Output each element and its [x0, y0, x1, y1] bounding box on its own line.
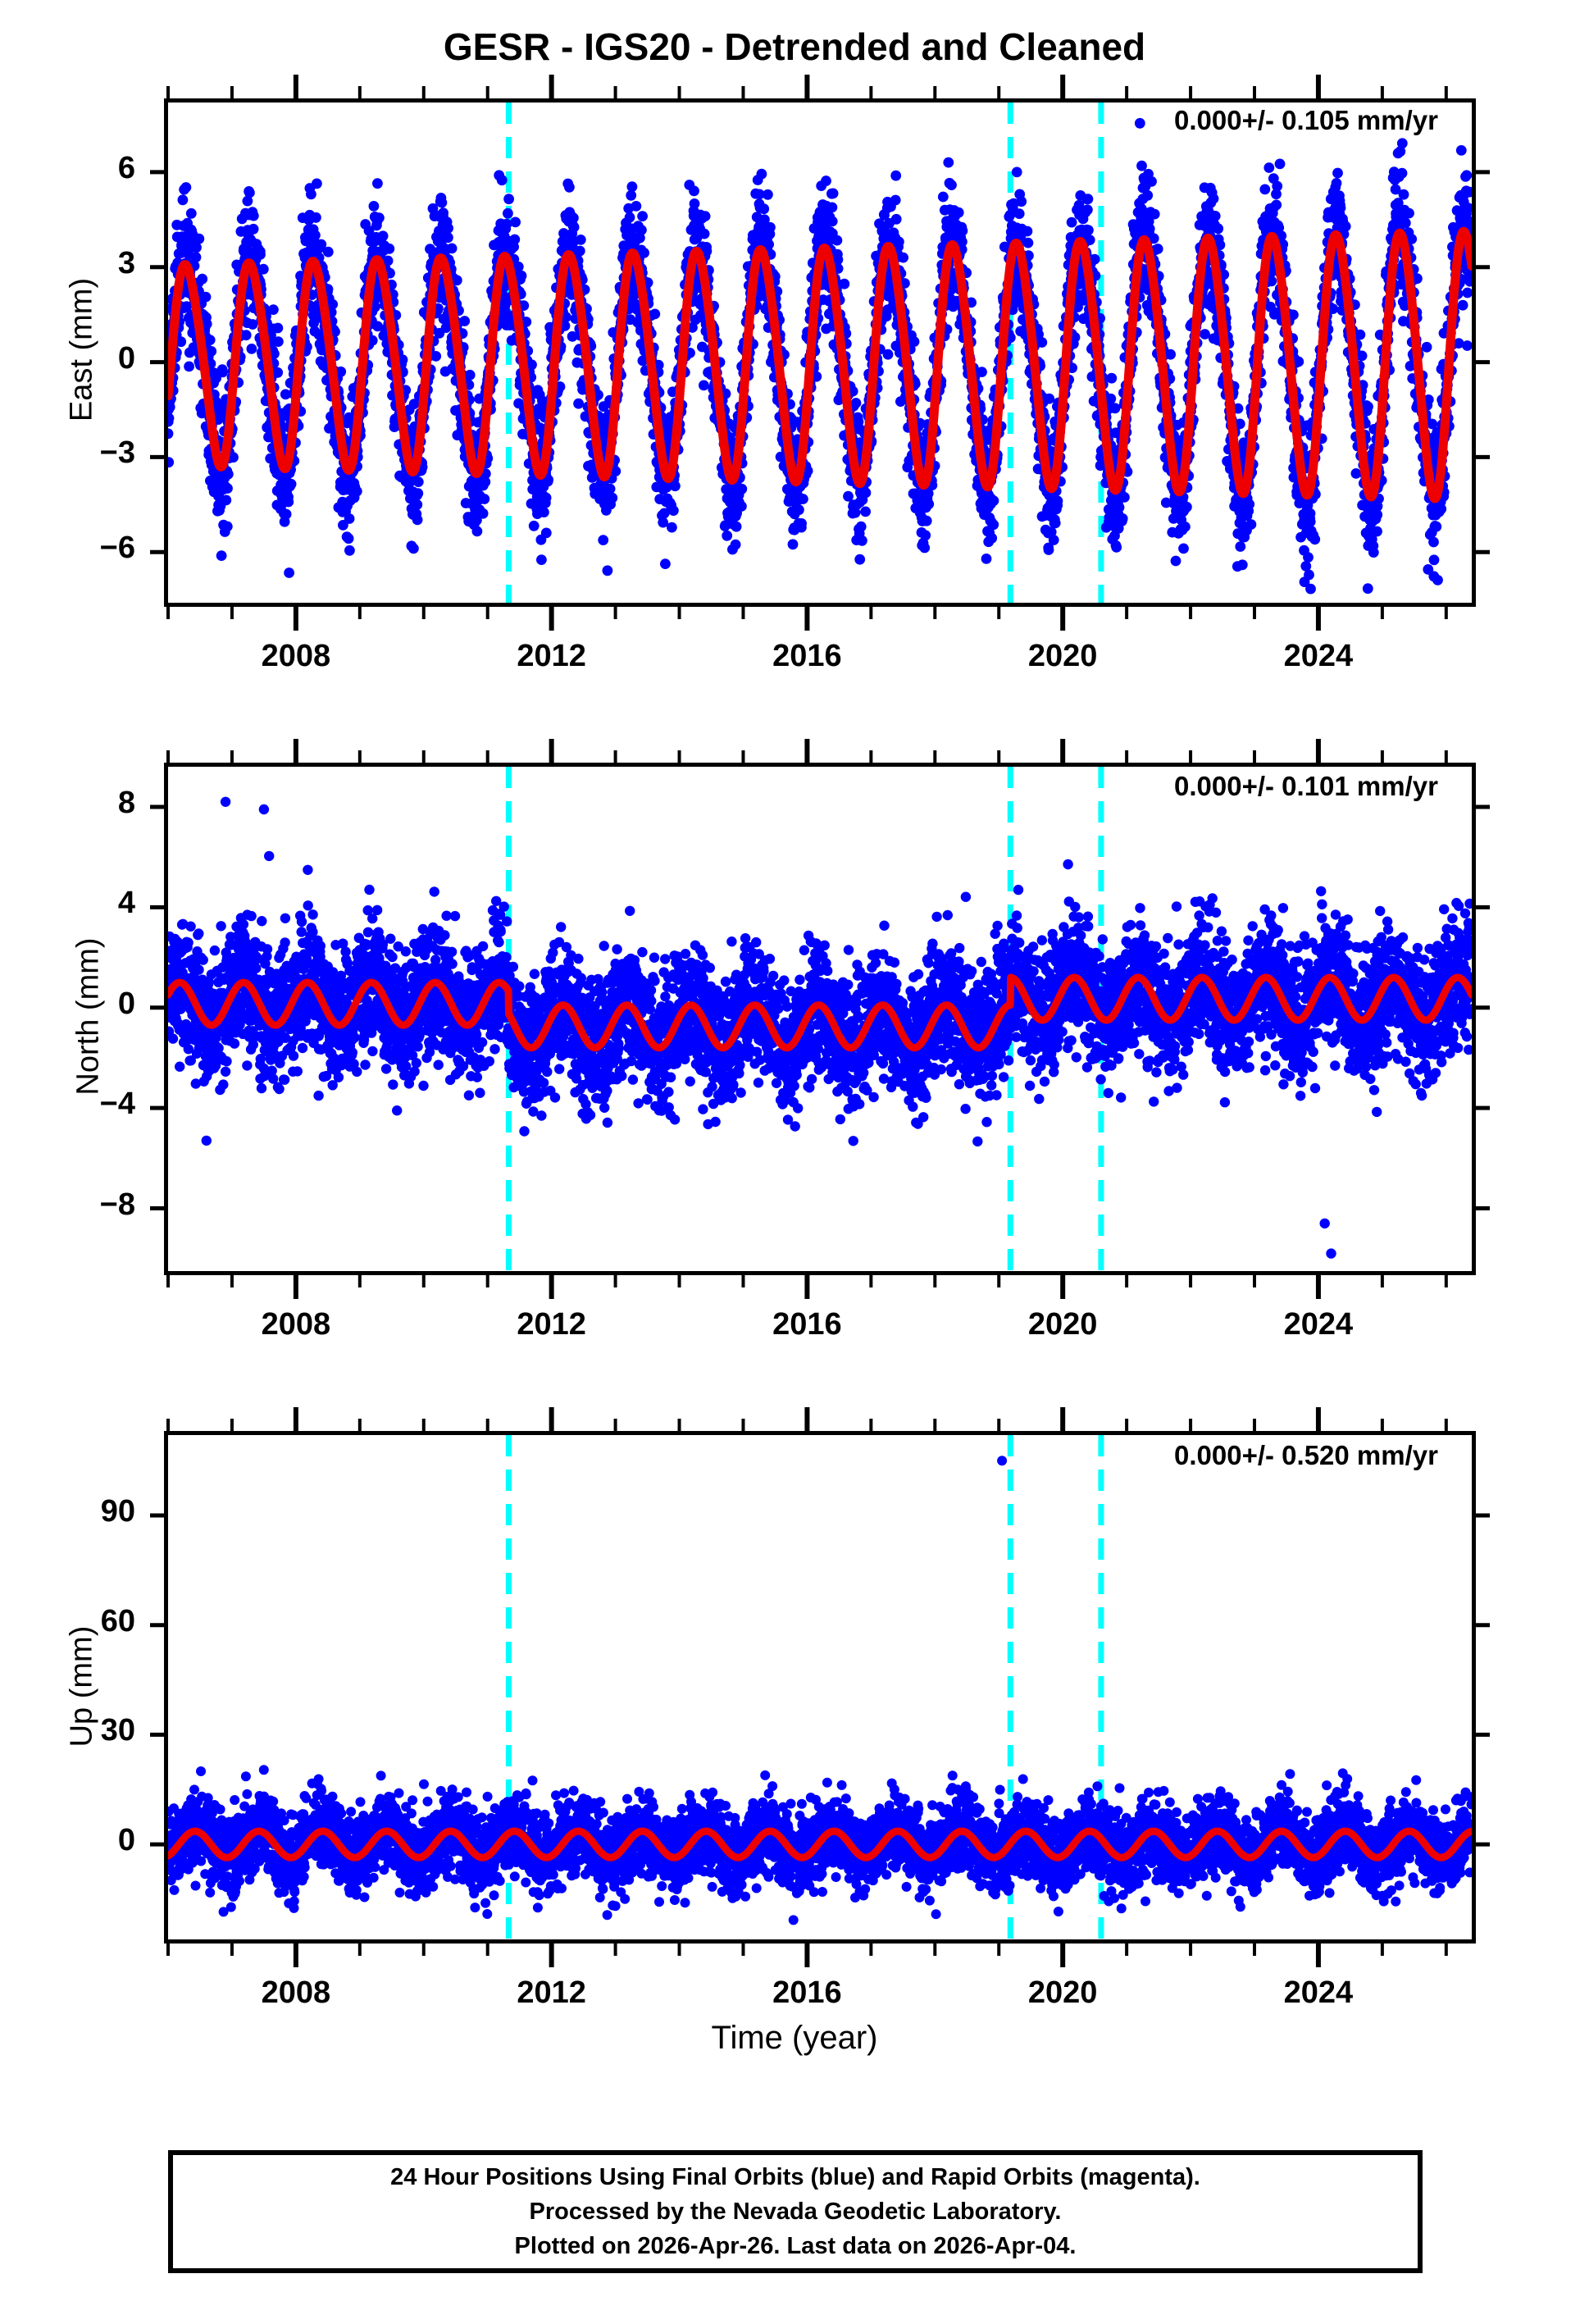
- x-tick-label-up: 2012: [486, 1975, 617, 2011]
- rate-annotation-up: 0.000+/- 0.520 mm/yr: [1174, 1440, 1438, 1471]
- x-tick-label-north: 2012: [486, 1307, 617, 1342]
- plot-frame-north: [164, 763, 1476, 1275]
- y-tick-label-up: 90: [20, 1494, 135, 1529]
- x-tick-label-north: 2016: [741, 1307, 872, 1342]
- x-tick-label-east: 2024: [1253, 639, 1384, 674]
- rate-annotation-east: 0.000+/- 0.105 mm/yr: [1174, 105, 1438, 136]
- x-tick-label-up: 2016: [741, 1975, 872, 2011]
- y-tick-label-up: 30: [20, 1713, 135, 1748]
- caption-line-1: 24 Hour Positions Using Final Orbits (bl…: [390, 2160, 1200, 2194]
- y-tick-label-up: 0: [20, 1823, 135, 1858]
- y-tick-label-east: −3: [20, 435, 135, 471]
- plot-area-up: [168, 1435, 1472, 1939]
- y-tick-label-north: 4: [20, 886, 135, 921]
- y-axis-label-up: Up (mm): [65, 1556, 100, 1818]
- y-tick-label-east: 6: [20, 151, 135, 186]
- x-tick-label-east: 2016: [741, 639, 872, 674]
- y-tick-label-east: 0: [20, 341, 135, 376]
- x-tick-label-east: 2012: [486, 639, 617, 674]
- y-tick-label-east: 3: [20, 246, 135, 281]
- y-tick-label-north: 0: [20, 987, 135, 1022]
- rate-annotation-north: 0.000+/- 0.101 mm/yr: [1174, 771, 1438, 802]
- y-tick-label-up: 60: [20, 1604, 135, 1639]
- y-tick-label-east: −6: [20, 531, 135, 566]
- y-tick-label-north: −8: [20, 1187, 135, 1223]
- x-tick-label-up: 2008: [230, 1975, 362, 2011]
- x-tick-label-north: 2024: [1253, 1307, 1384, 1342]
- x-tick-label-north: 2008: [230, 1307, 362, 1342]
- caption-line-3: Plotted on 2026-Apr-26. Last data on 202…: [515, 2229, 1077, 2263]
- x-tick-label-north: 2020: [997, 1307, 1128, 1342]
- x-axis-label: Time (year): [0, 2020, 1589, 2057]
- x-tick-label-east: 2008: [230, 639, 362, 674]
- y-tick-label-north: 8: [20, 786, 135, 821]
- plot-area-north: [168, 767, 1472, 1271]
- plot-area-east: [168, 103, 1472, 603]
- x-tick-label-up: 2020: [997, 1975, 1128, 2011]
- caption-box: 24 Hour Positions Using Final Orbits (bl…: [168, 2150, 1423, 2273]
- x-tick-label-east: 2020: [997, 639, 1128, 674]
- figure-title: GESR - IGS20 - Detrended and Cleaned: [0, 25, 1589, 69]
- plot-frame-east: [164, 98, 1476, 607]
- y-tick-label-north: −4: [20, 1087, 135, 1122]
- caption-line-2: Processed by the Nevada Geodetic Laborat…: [530, 2194, 1062, 2229]
- x-tick-label-up: 2024: [1253, 1975, 1384, 2011]
- plot-frame-up: [164, 1431, 1476, 1944]
